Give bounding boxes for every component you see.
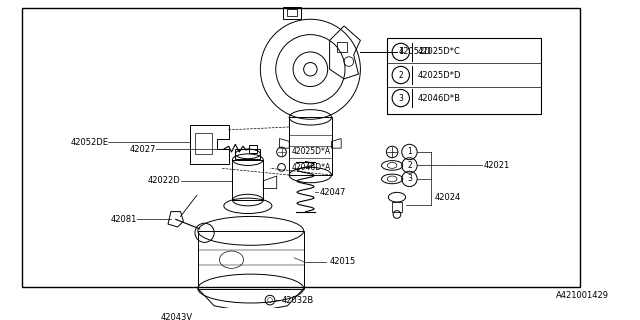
Bar [289,117,332,175]
Text: 42081: 42081 [111,215,137,224]
Text: 42021: 42021 [483,161,510,170]
Text: 1: 1 [399,47,403,56]
Text: 42015: 42015 [330,257,356,266]
Text: 42043V: 42043V [161,313,193,320]
Text: 42024: 42024 [435,193,461,202]
Text: 3: 3 [398,94,403,103]
Text: A421001429: A421001429 [556,291,609,300]
Text: 1: 1 [407,148,412,156]
Text: 42046D*B: 42046D*B [418,94,461,103]
Text: 42046D*A: 42046D*A [291,163,330,172]
Bar [387,38,541,114]
Bar [392,202,402,212]
Text: 42027: 42027 [130,145,157,154]
Text: 42047: 42047 [320,188,346,197]
Text: 42025D*A: 42025D*A [291,148,330,156]
Bar [249,145,257,153]
Bar [232,160,263,200]
Bar [287,9,297,16]
Text: 2: 2 [399,70,403,80]
Text: 42052DE: 42052DE [70,138,108,147]
Bar [236,149,260,159]
Text: 42032B: 42032B [282,296,314,305]
Bar [198,231,303,289]
Text: 42052D: 42052D [399,47,431,56]
Text: 42025D*D: 42025D*D [418,70,461,80]
Text: 42022D: 42022D [148,176,180,185]
Text: 2: 2 [407,161,412,170]
Text: 42025D*C: 42025D*C [418,47,461,56]
Text: 3: 3 [407,174,412,183]
Bar [195,133,212,154]
